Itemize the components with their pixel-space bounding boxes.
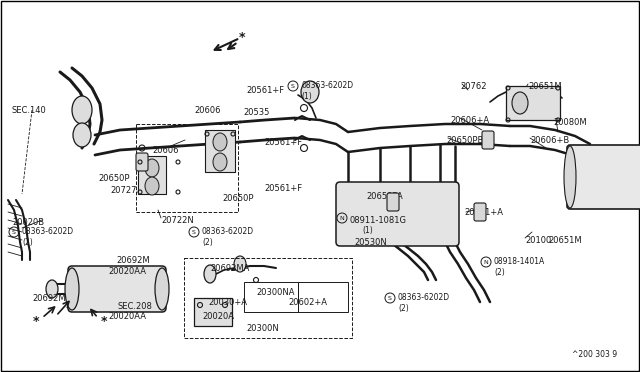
FancyBboxPatch shape <box>567 145 640 209</box>
Text: 20650P: 20650P <box>98 174 129 183</box>
Bar <box>194 298 232 326</box>
Text: 20692M: 20692M <box>32 294 66 303</box>
Text: 20606: 20606 <box>152 146 179 155</box>
Text: S: S <box>291 83 295 89</box>
Text: (1): (1) <box>362 226 372 235</box>
Text: 08363-6202D: 08363-6202D <box>202 228 254 237</box>
Text: 20762: 20762 <box>460 82 486 91</box>
Text: (2): (2) <box>398 304 409 312</box>
Text: 08918-1401A: 08918-1401A <box>494 257 545 266</box>
Text: 20650PA: 20650PA <box>366 192 403 201</box>
Text: (2): (2) <box>494 267 505 276</box>
Text: SEC.208: SEC.208 <box>118 302 153 311</box>
Text: 20561+F: 20561+F <box>246 86 284 95</box>
Text: 20080M: 20080M <box>553 118 587 127</box>
Text: 20535: 20535 <box>243 108 269 117</box>
FancyBboxPatch shape <box>474 203 486 221</box>
Text: 20650PB: 20650PB <box>446 136 483 145</box>
Text: 20100: 20100 <box>525 236 551 245</box>
Text: 20030+A: 20030+A <box>208 298 247 307</box>
Text: SEC.140: SEC.140 <box>12 106 47 115</box>
Text: (2): (2) <box>22 237 33 247</box>
Text: 20020AA: 20020AA <box>108 267 146 276</box>
Bar <box>244 282 298 312</box>
Ellipse shape <box>72 96 92 124</box>
Text: 20561+F: 20561+F <box>264 184 302 193</box>
Bar <box>136 124 238 212</box>
Ellipse shape <box>145 177 159 195</box>
Text: 20722N: 20722N <box>161 216 194 225</box>
Text: 20606: 20606 <box>194 106 221 115</box>
Text: S: S <box>388 295 392 301</box>
Text: 08363-6202D: 08363-6202D <box>22 228 74 237</box>
Text: 20691+A: 20691+A <box>464 208 503 217</box>
Text: N: N <box>484 260 488 264</box>
Ellipse shape <box>46 280 58 298</box>
Text: 20561+F: 20561+F <box>264 138 302 147</box>
Ellipse shape <box>564 146 576 208</box>
Bar <box>138 156 166 194</box>
Text: 08363-6202D: 08363-6202D <box>398 294 450 302</box>
Text: 08911-1081G: 08911-1081G <box>350 216 407 225</box>
Text: 20650P: 20650P <box>222 194 253 203</box>
Text: 08363-6202D: 08363-6202D <box>301 81 353 90</box>
FancyBboxPatch shape <box>482 131 494 149</box>
Text: 20651M: 20651M <box>528 82 562 91</box>
Ellipse shape <box>155 268 169 310</box>
Ellipse shape <box>145 159 159 177</box>
Text: 20530N: 20530N <box>354 238 387 247</box>
Bar <box>184 258 352 338</box>
Ellipse shape <box>204 265 216 283</box>
Ellipse shape <box>301 81 319 103</box>
Text: *: * <box>33 315 39 328</box>
Text: S: S <box>192 230 196 234</box>
Ellipse shape <box>213 133 227 151</box>
Ellipse shape <box>512 92 528 114</box>
FancyBboxPatch shape <box>136 153 148 171</box>
Ellipse shape <box>213 153 227 171</box>
Text: 20606+A: 20606+A <box>450 116 489 125</box>
Text: 20020AA: 20020AA <box>108 312 146 321</box>
Text: 20606+B: 20606+B <box>530 136 569 145</box>
FancyBboxPatch shape <box>336 182 459 246</box>
Bar <box>205 130 235 172</box>
FancyBboxPatch shape <box>68 266 166 312</box>
Text: 20692M: 20692M <box>116 256 150 265</box>
Ellipse shape <box>234 256 246 272</box>
Text: 20020A: 20020A <box>202 312 234 321</box>
Text: (2): (2) <box>202 237 212 247</box>
Text: (1): (1) <box>301 92 312 100</box>
Text: 20300NA: 20300NA <box>256 288 294 297</box>
Text: 20020B: 20020B <box>12 218 44 227</box>
Bar <box>298 282 348 312</box>
Text: 20651M: 20651M <box>548 236 582 245</box>
Text: ^200 303 9: ^200 303 9 <box>572 350 617 359</box>
FancyBboxPatch shape <box>387 193 399 211</box>
Text: S: S <box>12 230 16 234</box>
Text: 20300N: 20300N <box>246 324 279 333</box>
Text: 20727: 20727 <box>110 186 136 195</box>
Ellipse shape <box>65 268 79 310</box>
Text: *: * <box>100 315 108 328</box>
Text: 20602+A: 20602+A <box>288 298 327 307</box>
Bar <box>506 86 560 120</box>
Text: 20692MA: 20692MA <box>210 264 250 273</box>
Ellipse shape <box>73 123 91 147</box>
Text: *: * <box>239 32 245 45</box>
Text: N: N <box>340 215 344 221</box>
